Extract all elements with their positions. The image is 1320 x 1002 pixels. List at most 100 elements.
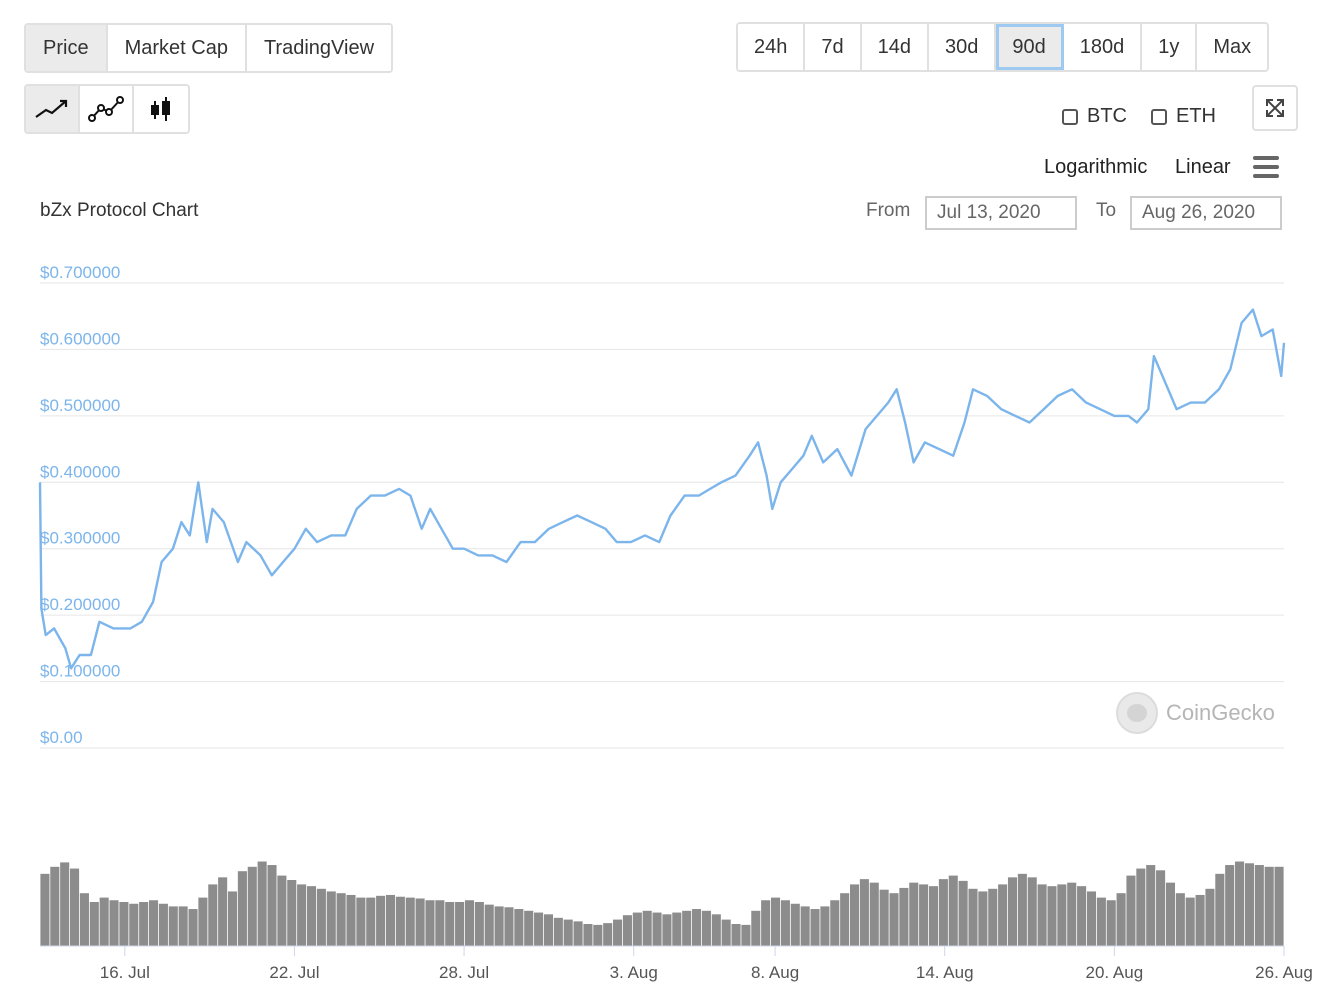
range-90d-button[interactable]: 90d bbox=[996, 24, 1064, 70]
volume-bar bbox=[731, 924, 741, 946]
volume-bar bbox=[168, 906, 178, 946]
volume-bar bbox=[583, 924, 593, 946]
volume-bar bbox=[474, 902, 484, 946]
range-14d-button[interactable]: 14d bbox=[861, 24, 929, 70]
chart-menu-icon[interactable] bbox=[1253, 156, 1279, 178]
volume-bar bbox=[672, 912, 682, 946]
volume-bar bbox=[99, 897, 109, 946]
volume-bar bbox=[1086, 891, 1097, 946]
chart-type-group bbox=[24, 84, 190, 134]
time-range-group: 24h 7d 14d 30d 90d 180d 1y Max bbox=[736, 22, 1270, 72]
volume-bar bbox=[1205, 888, 1215, 946]
range-24h-button[interactable]: 24h bbox=[738, 24, 806, 70]
volume-bar bbox=[257, 861, 267, 946]
volume-bar bbox=[188, 909, 198, 946]
volume-bar bbox=[89, 902, 99, 946]
tab-market-cap[interactable]: Market Cap bbox=[107, 25, 247, 71]
volume-bar bbox=[820, 906, 830, 946]
btc-checkbox-box[interactable] bbox=[1062, 108, 1078, 125]
volume-bar bbox=[563, 919, 573, 946]
logarithmic-scale-option[interactable]: Logarithmic bbox=[1044, 156, 1148, 178]
x-tick-label: 26. Aug bbox=[1255, 963, 1313, 982]
compare-eth-checkbox[interactable]: ETH bbox=[1151, 105, 1216, 128]
linear-scale-option[interactable]: Linear bbox=[1175, 156, 1231, 178]
volume-bar bbox=[129, 903, 139, 946]
volume-bar bbox=[800, 906, 810, 946]
volume-bar bbox=[938, 879, 948, 946]
volume-bar bbox=[553, 917, 563, 946]
volume-bar bbox=[1096, 897, 1106, 946]
to-label: To bbox=[1096, 200, 1117, 221]
y-tick-label: $0.700000 bbox=[40, 263, 120, 282]
tab-tradingview[interactable]: TradingView bbox=[246, 25, 392, 71]
volume-bar bbox=[1116, 893, 1126, 946]
line-chart-button[interactable] bbox=[26, 86, 80, 132]
volume-bar bbox=[1156, 870, 1166, 946]
compare-btc-checkbox[interactable]: BTC bbox=[1062, 105, 1127, 128]
candlestick-button[interactable] bbox=[134, 86, 188, 132]
volume-bar bbox=[1244, 863, 1254, 946]
watermark-text: CoinGecko bbox=[1166, 700, 1275, 725]
volume-bar bbox=[711, 914, 721, 946]
volume-bar bbox=[780, 900, 790, 946]
volume-bar bbox=[158, 903, 168, 946]
range-max-button[interactable]: Max bbox=[1197, 24, 1268, 70]
x-tick-label: 22. Jul bbox=[269, 963, 319, 982]
volume-bar bbox=[652, 912, 662, 946]
volume-bar bbox=[40, 873, 50, 946]
to-date-input[interactable] bbox=[1130, 196, 1282, 230]
volume-bar bbox=[395, 896, 405, 946]
volume-bar bbox=[1185, 897, 1195, 946]
range-180d-button[interactable]: 180d bbox=[1063, 24, 1143, 70]
volume-bar bbox=[376, 895, 386, 946]
line-points-icon bbox=[88, 96, 124, 122]
volume-bar bbox=[139, 902, 149, 946]
volume-bar bbox=[346, 894, 356, 946]
volume-bar bbox=[385, 894, 396, 946]
line-points-button[interactable] bbox=[80, 86, 134, 132]
range-1y-button[interactable]: 1y bbox=[1142, 24, 1198, 70]
volume-bar bbox=[455, 902, 465, 946]
x-tick-label: 3. Aug bbox=[610, 963, 658, 982]
eth-checkbox-box[interactable] bbox=[1151, 108, 1167, 125]
eth-label: ETH bbox=[1176, 105, 1216, 127]
volume-bar bbox=[543, 914, 553, 946]
from-date-input[interactable] bbox=[925, 196, 1077, 230]
volume-bar bbox=[247, 866, 257, 946]
x-tick-label: 28. Jul bbox=[439, 963, 489, 982]
range-7d-button[interactable]: 7d bbox=[805, 24, 862, 70]
y-tick-label: $0.200000 bbox=[40, 595, 120, 614]
from-label: From bbox=[866, 200, 911, 221]
coingecko-logo-icon bbox=[1116, 692, 1158, 734]
volume-bar bbox=[840, 893, 850, 946]
grid-lines bbox=[40, 282, 1284, 749]
y-tick-label: $0.300000 bbox=[40, 529, 120, 548]
volume-bar bbox=[958, 880, 968, 946]
y-tick-label: $0.600000 bbox=[40, 329, 120, 348]
volume-bar bbox=[899, 887, 909, 946]
y-tick-label: $0.00 bbox=[40, 728, 83, 747]
volume-bar bbox=[504, 907, 514, 946]
volume-bar bbox=[514, 909, 524, 946]
volume-bar bbox=[928, 886, 939, 946]
range-30d-button[interactable]: 30d bbox=[929, 24, 997, 70]
volume-bar bbox=[830, 900, 840, 946]
chart-title: bZx Protocol Chart bbox=[40, 200, 199, 221]
volume-bar bbox=[919, 884, 929, 946]
volume-bar bbox=[79, 893, 89, 946]
volume-bar bbox=[109, 900, 119, 946]
x-axis-ticks: 16. Jul 22. Jul 28. Jul 3. Aug 8. Aug 14. Aug… bbox=[100, 946, 1313, 982]
fullscreen-button[interactable] bbox=[1252, 85, 1298, 131]
volume-bar bbox=[208, 884, 218, 946]
expand-icon bbox=[1266, 99, 1284, 117]
chart-tab-group: Price Market Cap TradingView bbox=[24, 23, 394, 73]
volume-bar bbox=[297, 884, 307, 946]
x-tick-label: 16. Jul bbox=[100, 963, 150, 982]
volume-bar bbox=[1146, 865, 1156, 946]
volume-bar bbox=[425, 900, 435, 946]
tab-price[interactable]: Price bbox=[26, 25, 108, 71]
volume-bar bbox=[287, 880, 297, 946]
volume-bar bbox=[227, 891, 238, 946]
volume-bar bbox=[1037, 884, 1047, 946]
volume-bar bbox=[869, 882, 879, 946]
